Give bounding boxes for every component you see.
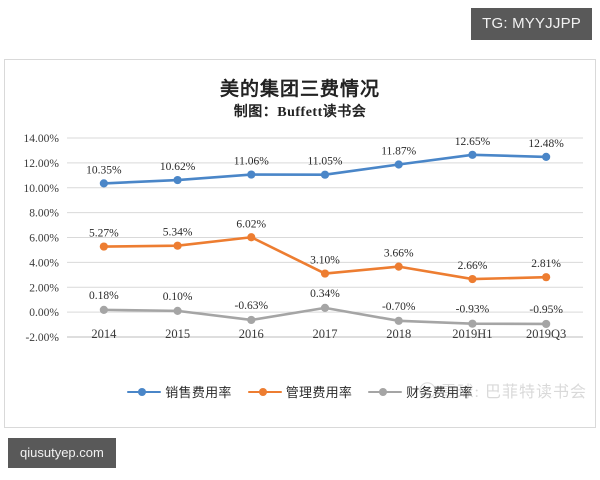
- data-point-label: 2.81%: [531, 258, 561, 270]
- data-point-marker: [394, 160, 403, 169]
- legend-label: 销售费用率: [165, 385, 232, 400]
- data-point-marker: [173, 241, 182, 250]
- x-tick-label: 2016: [239, 327, 264, 341]
- data-point-label: 10.35%: [86, 164, 122, 176]
- y-tick-label: -2.00%: [25, 332, 59, 344]
- x-tick-label: 2018: [386, 327, 411, 341]
- legend-item-1[interactable]: 管理费用率: [247, 382, 353, 401]
- data-point-marker: [99, 242, 108, 251]
- legend-label: 管理费用率: [285, 385, 353, 400]
- data-point-marker: [247, 315, 256, 325]
- data-point-label: 3.10%: [310, 255, 340, 267]
- telegram-watermark-badge: TG: MYYJJPP: [471, 8, 592, 40]
- legend-label: 财务费用率: [406, 385, 473, 400]
- legend-marker-icon: [247, 386, 282, 398]
- data-point-label: 2.66%: [458, 260, 488, 272]
- chart-subtitle: 制图：Buffett读书会: [233, 105, 367, 120]
- y-tick-label: 10.00%: [24, 183, 60, 195]
- data-point-marker: [99, 305, 108, 314]
- data-point-labels: 10.35% 10.62% 11.06% 11.05% 11.87% 12.65% 12.4…: [86, 136, 564, 316]
- data-point-label: 5.34%: [163, 227, 193, 239]
- x-tick-label: 2014: [91, 327, 117, 341]
- data-point-marker: [247, 170, 256, 179]
- data-point-label: -0.70%: [382, 301, 416, 313]
- y-tick-label: 14.00%: [24, 133, 60, 145]
- data-point-marker: [99, 179, 108, 188]
- data-point-label: 11.87%: [381, 145, 416, 157]
- data-point-label: 6.02%: [236, 218, 266, 230]
- data-point-marker: [468, 319, 477, 328]
- data-point-marker: [394, 262, 403, 271]
- x-tick-label: 2019Q3: [526, 327, 566, 341]
- series-group: [99, 150, 551, 329]
- data-point-label: 10.62%: [160, 161, 196, 173]
- x-tick-label: 2017: [313, 327, 338, 341]
- data-point-label: 12.65%: [455, 136, 491, 148]
- data-point-marker: [247, 233, 256, 242]
- chart-title: 美的集团三费情况: [219, 79, 380, 100]
- legend-marker-icon: [127, 386, 162, 398]
- legend-dot: [138, 387, 147, 396]
- data-point-marker: [320, 170, 330, 179]
- data-point-marker: [468, 274, 477, 284]
- legend-item-2[interactable]: 财务费用率: [368, 382, 473, 401]
- y-tick-label: 4.00%: [29, 257, 59, 269]
- legend-marker-icon: [368, 386, 403, 398]
- x-axis-tick-labels: 2014 2015 2016 2017 2018 2019H1 2019Q3: [91, 327, 566, 341]
- chart-card: 美的集团三费情况 制图：Buffett读书会 -2.00% 0.00% 2.00% 4…: [4, 59, 596, 428]
- legend-dot: [379, 387, 388, 396]
- data-point-marker: [542, 152, 551, 162]
- data-point-marker: [394, 316, 403, 325]
- legend-item-0[interactable]: 销售费用率: [127, 382, 232, 401]
- y-tick-label: 8.00%: [29, 208, 59, 220]
- chart-legend: 销售费用率 管理费用率 财务费用率: [5, 382, 595, 401]
- data-point-label: 11.06%: [234, 156, 269, 168]
- data-point-label: 0.10%: [163, 291, 193, 303]
- data-point-label: 11.05%: [307, 156, 342, 168]
- x-tick-label: 2015: [165, 327, 190, 341]
- data-point-marker: [542, 319, 551, 329]
- y-axis-tick-labels: -2.00% 0.00% 2.00% 4.00% 6.00% 8.00% 10.00% 12.…: [24, 133, 60, 344]
- data-point-marker: [468, 150, 477, 159]
- data-point-label: -0.63%: [235, 300, 269, 312]
- y-tick-label: 12.00%: [24, 158, 60, 170]
- y-tick-label: 2.00%: [29, 282, 59, 294]
- x-tick-label: 2019H1: [452, 327, 492, 341]
- data-point-marker: [320, 303, 330, 312]
- site-watermark-badge: qiusutyep.com: [8, 438, 116, 468]
- data-point-label: 5.27%: [89, 228, 119, 240]
- gridlines-group: [67, 137, 583, 338]
- data-point-marker: [173, 306, 182, 315]
- data-point-label: 12.48%: [528, 138, 564, 150]
- legend-dot: [258, 387, 267, 396]
- data-point-marker: [320, 269, 330, 278]
- data-point-label: -0.95%: [529, 304, 563, 316]
- line-chart-svg: -2.00% 0.00% 2.00% 4.00% 6.00% 8.00% 10.00% 12.…: [24, 133, 583, 344]
- data-point-label: 0.34%: [310, 288, 340, 300]
- data-point-marker: [173, 175, 182, 185]
- data-point-marker: [542, 273, 551, 282]
- data-point-label: 3.66%: [384, 248, 414, 260]
- data-point-label: -0.93%: [456, 304, 490, 316]
- data-point-label: 0.18%: [89, 290, 119, 302]
- y-tick-label: 0.00%: [29, 307, 59, 319]
- plot-area: -2.00% 0.00% 2.00% 4.00% 6.00% 8.00% 10.00% 12.…: [5, 122, 597, 367]
- y-tick-label: 6.00%: [29, 233, 59, 245]
